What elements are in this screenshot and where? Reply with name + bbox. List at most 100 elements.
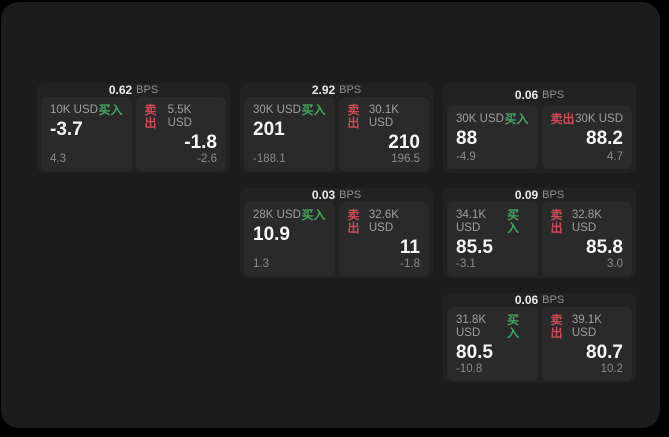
buy-price: 201: [253, 119, 285, 140]
quote-panels: 31.8K USD 买入 80.5 -10.8 卖出 39.1K USD 80.…: [447, 307, 632, 381]
sell-quote-panel[interactable]: 卖出 39.1K USD 80.7 10.2: [541, 307, 632, 381]
buy-quote-panel[interactable]: 30K USD 买入 201 -188.1: [244, 97, 335, 171]
buy-delta: 4.3: [50, 153, 66, 165]
sell-quote-panel[interactable]: 卖出 32.6K USD 11 -1.8: [338, 202, 429, 276]
app-window: 0.62 BPS 10K USD 买入 -3.7 4.3 卖出 5.5K USD: [1, 2, 660, 428]
buy-label: 买入: [507, 313, 520, 340]
sell-quote-panel[interactable]: 卖出 30K USD 88.2 4.7: [541, 106, 632, 169]
buy-header-row: 30K USD 买入: [253, 104, 326, 117]
buy-amount: 34.1K USD: [456, 209, 487, 234]
buy-amount: 10K USD: [50, 104, 98, 116]
bps-label: BPS: [542, 189, 565, 201]
spread-header: 2.92 BPS: [244, 83, 429, 97]
quote-card: 0.09 BPS 34.1K USD 买入 85.5 -3.1 卖出 32.8K…: [443, 188, 636, 278]
buy-label: 买入: [504, 112, 529, 126]
sell-delta: 3.0: [607, 258, 623, 270]
buy-label: 买入: [507, 208, 520, 235]
buy-amount: 28K USD: [253, 209, 301, 221]
bps-label: BPS: [542, 88, 565, 101]
buy-price: 85.5: [456, 237, 493, 258]
buy-delta: -188.1: [253, 153, 286, 165]
buy-quote-panel[interactable]: 30K USD 买入 88 -4.9: [447, 106, 538, 169]
buy-header-row: 28K USD 买入: [253, 209, 326, 222]
buy-price: 88: [456, 128, 478, 149]
sell-price: 85.8: [586, 237, 623, 258]
sell-delta: -1.8: [400, 258, 420, 270]
quote-panels: 30K USD 买入 88 -4.9 卖出 30K USD 88.2 4.7: [447, 106, 632, 169]
sell-label: 卖出: [347, 208, 360, 235]
spread-value: 0.62: [108, 83, 133, 97]
spread-header: 0.06 BPS: [447, 83, 632, 106]
spread-value: 0.06: [514, 87, 539, 102]
buy-amount: 30K USD: [456, 113, 504, 125]
spread-value: 2.92: [311, 83, 336, 97]
sell-delta: 4.7: [607, 151, 623, 163]
sell-price: -1.8: [184, 132, 217, 153]
spread-header: 0.06 BPS: [447, 293, 632, 307]
spread-header: 0.03 BPS: [244, 188, 429, 202]
spread-value: 0.03: [311, 188, 336, 202]
spread-header: 0.62 BPS: [41, 83, 226, 97]
quote-card: 0.06 BPS 31.8K USD 买入 80.5 -10.8 卖出 39.1…: [443, 293, 636, 383]
sell-amount: 30K USD: [575, 113, 623, 125]
spread-value: 0.06: [514, 293, 539, 307]
sell-amount: 39.1K USD: [571, 314, 602, 339]
buy-price: 10.9: [253, 224, 290, 245]
buy-quote-panel[interactable]: 28K USD 买入 10.9 1.3: [244, 202, 335, 276]
bps-label: BPS: [339, 84, 362, 96]
buy-price: -3.7: [50, 119, 83, 140]
buy-quote-panel[interactable]: 34.1K USD 买入 85.5 -3.1: [447, 202, 538, 276]
sell-header-row: 卖出 30.1K USD: [348, 104, 421, 130]
buy-label: 买入: [301, 103, 326, 117]
sell-quote-panel[interactable]: 卖出 32.8K USD 85.8 3.0: [541, 202, 632, 276]
quote-panels: 10K USD 买入 -3.7 4.3 卖出 5.5K USD -1.8 -2.…: [41, 97, 226, 171]
quote-panels: 28K USD 买入 10.9 1.3 卖出 32.6K USD 11 -1.8: [244, 202, 429, 276]
sell-header-row: 卖出 5.5K USD: [145, 104, 218, 130]
sell-price: 80.7: [586, 342, 623, 363]
buy-amount: 31.8K USD: [456, 314, 487, 339]
sell-delta: -2.6: [197, 153, 217, 165]
buy-delta: -3.1: [456, 258, 476, 270]
sell-price: 11: [399, 237, 420, 258]
sell-label: 卖出: [144, 103, 157, 130]
sell-quote-panel[interactable]: 卖出 30.1K USD 210 196.5: [338, 97, 429, 171]
bps-label: BPS: [136, 84, 159, 96]
sell-header-row: 卖出 32.6K USD: [348, 209, 421, 235]
buy-quote-panel[interactable]: 31.8K USD 买入 80.5 -10.8: [447, 307, 538, 381]
buy-header-row: 30K USD 买入: [456, 113, 529, 126]
quote-card: 0.03 BPS 28K USD 买入 10.9 1.3 卖出 32.6K US…: [240, 188, 433, 278]
buy-amount: 30K USD: [253, 104, 301, 116]
quote-card: 2.92 BPS 30K USD 买入 201 -188.1 卖出 30.1K …: [240, 83, 433, 173]
quote-panels: 30K USD 买入 201 -188.1 卖出 30.1K USD 210 1…: [244, 97, 429, 171]
sell-delta: 10.2: [600, 363, 623, 375]
sell-label: 卖出: [550, 313, 563, 340]
quote-card: 0.06 BPS 30K USD 买入 88 -4.9 卖出 30K USD: [443, 83, 636, 173]
buy-delta: 1.3: [253, 258, 269, 270]
sell-amount: 32.8K USD: [571, 209, 602, 234]
sell-amount: 30.1K USD: [368, 104, 399, 129]
sell-amount: 5.5K USD: [167, 104, 192, 129]
bps-label: BPS: [339, 189, 362, 201]
buy-label: 买入: [301, 208, 326, 222]
buy-header-row: 10K USD 买入: [50, 104, 123, 117]
bps-label: BPS: [542, 294, 565, 306]
buy-price: 80.5: [456, 342, 493, 363]
sell-header-row: 卖出 39.1K USD: [551, 314, 624, 340]
quote-card: 0.62 BPS 10K USD 买入 -3.7 4.3 卖出 5.5K USD: [37, 83, 230, 173]
sell-label: 卖出: [347, 103, 360, 130]
buy-delta: -10.8: [456, 363, 483, 375]
buy-quote-panel[interactable]: 10K USD 买入 -3.7 4.3: [41, 97, 132, 171]
sell-label: 卖出: [550, 112, 575, 126]
buy-header-row: 31.8K USD 买入: [456, 314, 529, 340]
sell-header-row: 卖出 30K USD: [551, 113, 624, 126]
buy-delta: -4.9: [456, 151, 476, 163]
sell-quote-panel[interactable]: 卖出 5.5K USD -1.8 -2.6: [135, 97, 226, 171]
spread-value: 0.09: [514, 188, 539, 202]
sell-amount: 32.6K USD: [368, 209, 399, 234]
buy-label: 买入: [98, 103, 123, 117]
sell-header-row: 卖出 32.8K USD: [551, 209, 624, 235]
sell-price: 210: [388, 132, 420, 153]
quote-grid: 0.62 BPS 10K USD 买入 -3.7 4.3 卖出 5.5K USD: [37, 83, 636, 383]
sell-delta: 196.5: [391, 153, 420, 165]
sell-label: 卖出: [550, 208, 563, 235]
